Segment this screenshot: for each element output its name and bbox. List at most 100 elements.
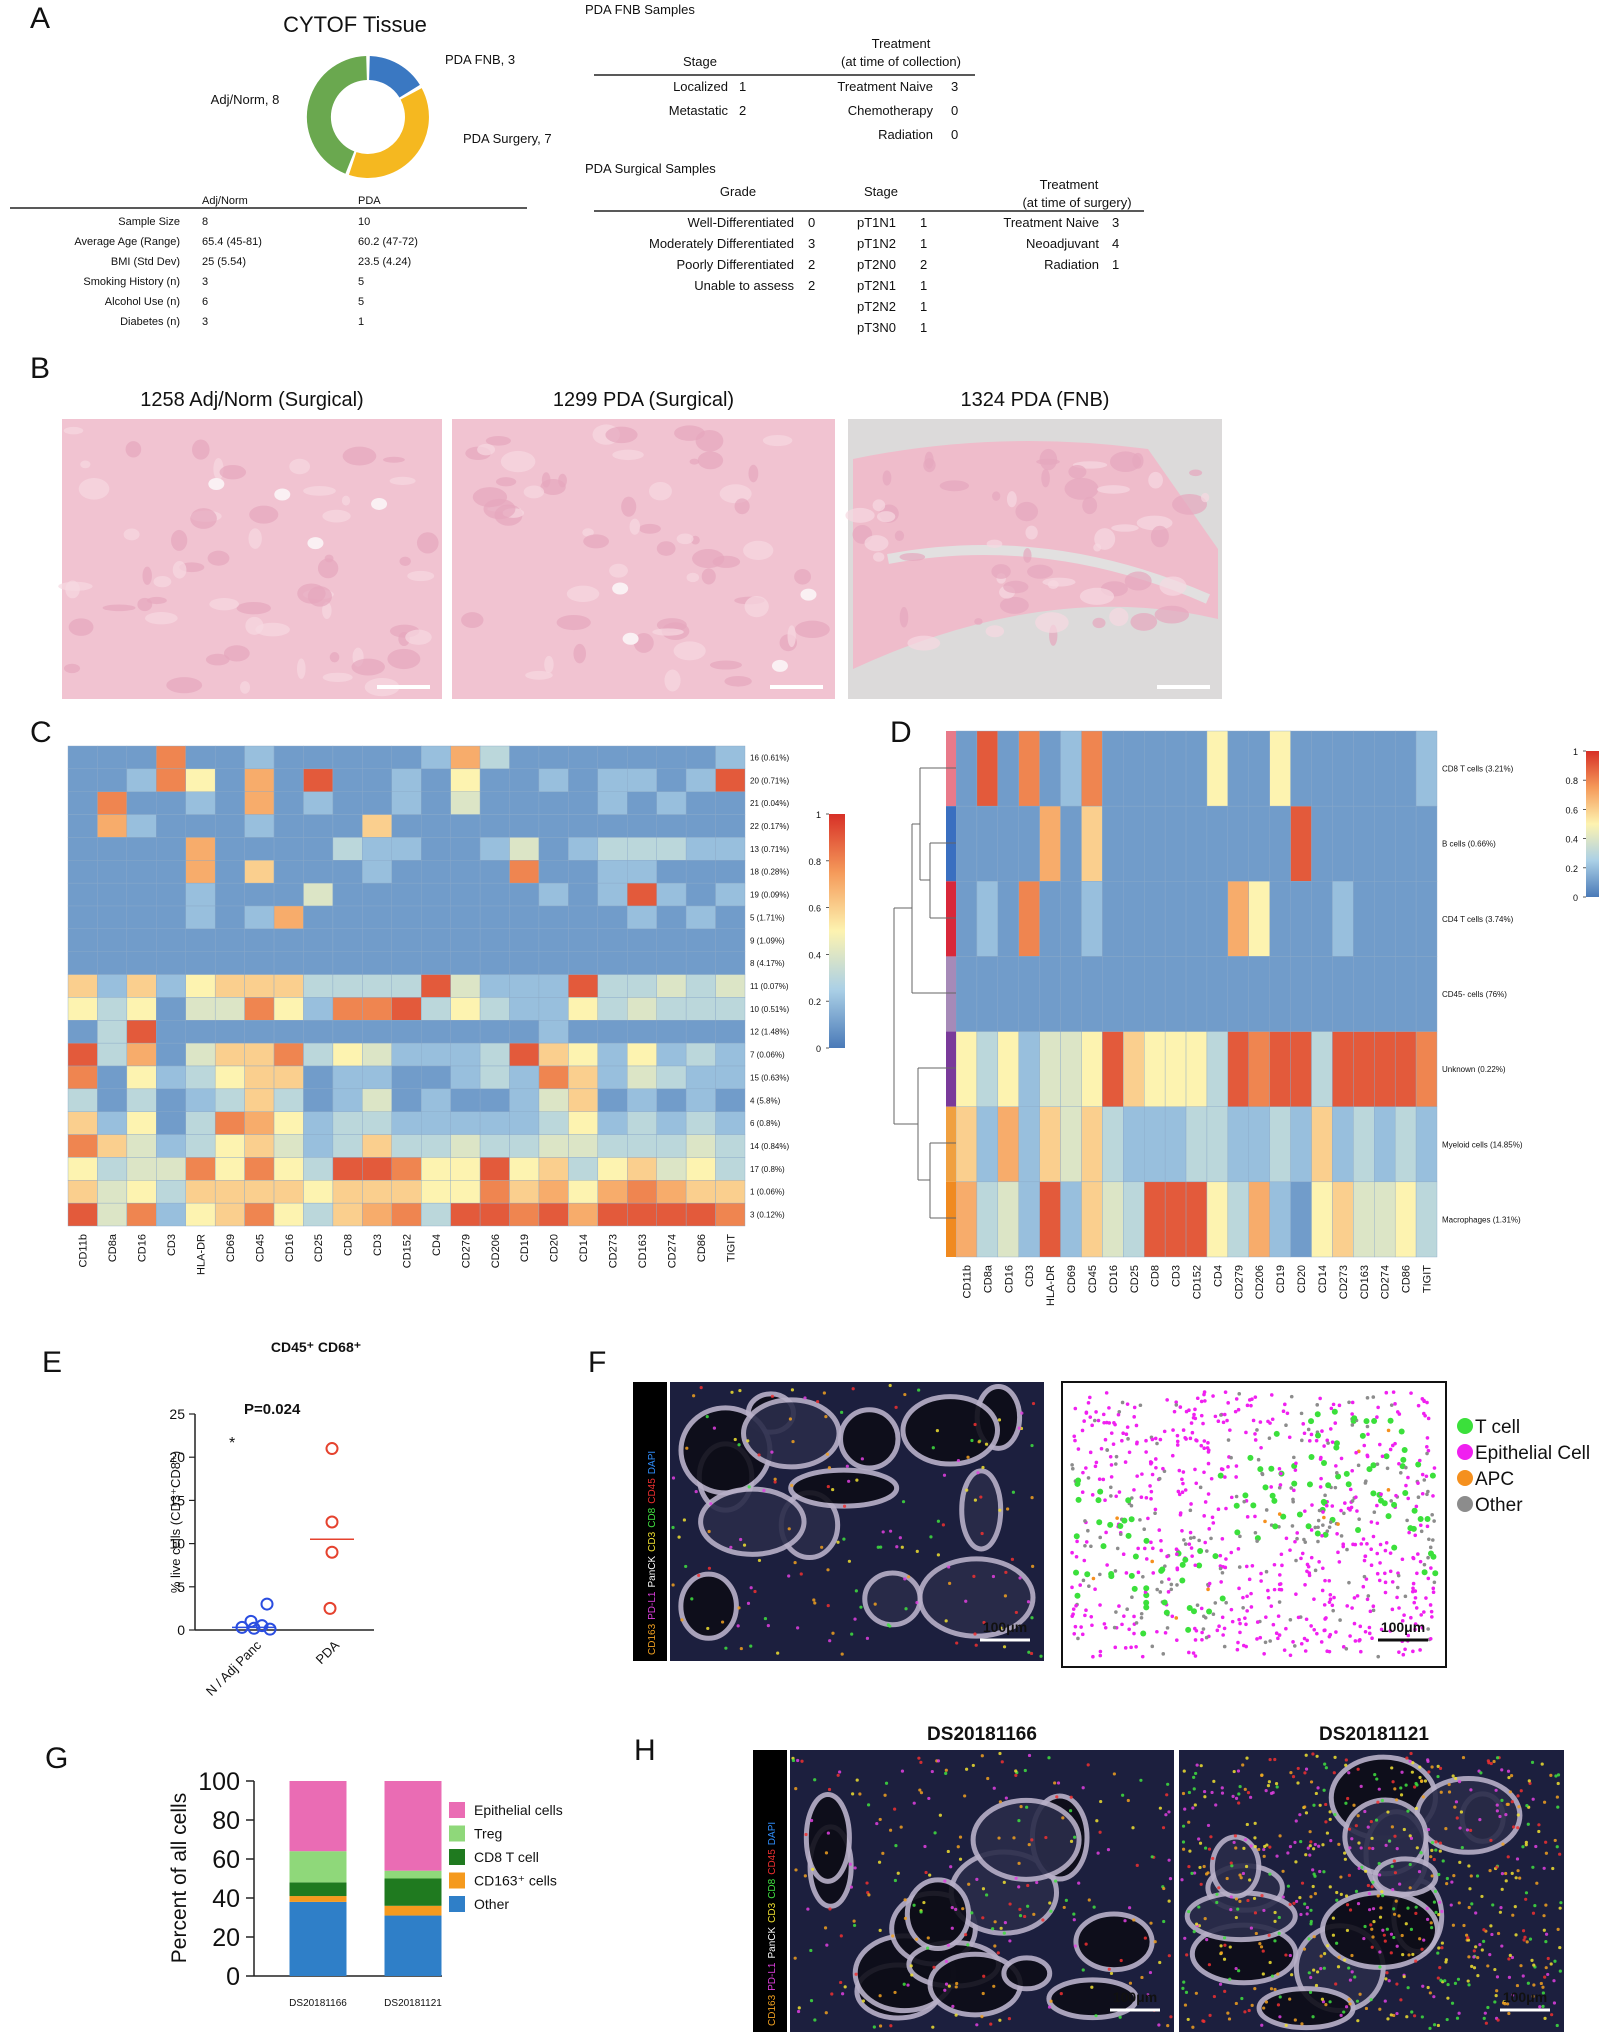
gland: [1046, 1977, 1139, 2021]
cell-dot: [1383, 1571, 1387, 1576]
cell-dot: [1280, 1563, 1284, 1568]
cell-dot: [1345, 1547, 1349, 1552]
cell-dot: [1079, 1625, 1083, 1629]
cell-dot: [895, 1545, 899, 1549]
cell-dot: [1149, 1460, 1154, 1465]
cell-dot: [1193, 1654, 1198, 1658]
cell-dot: [1163, 1631, 1168, 1635]
cell-dot: [1155, 1629, 1159, 1634]
cell-dot: [1107, 1521, 1114, 1528]
heatmap-cell: [568, 1111, 599, 1135]
cell-dot: [1041, 1918, 1045, 1922]
column-label: CD273: [608, 1234, 620, 1268]
heatmap-cell: [997, 881, 1019, 957]
cell-dot: [1281, 1409, 1286, 1413]
heatmap-cell: [450, 905, 481, 930]
heatmap-cell: [1269, 730, 1291, 807]
cell-dot: [842, 1504, 847, 1508]
cell-dot: [1546, 1972, 1550, 1977]
cell-dot: [1492, 1759, 1496, 1764]
cell-dot: [831, 1631, 835, 1635]
row-annotation: [946, 956, 956, 1032]
cell-dot: [1371, 1846, 1375, 1851]
cell-dot: [1014, 1876, 1018, 1880]
cell-dot: [1389, 1403, 1394, 1407]
cell-dot: [1371, 1395, 1376, 1399]
cell-dot: [1322, 1966, 1326, 1970]
cell-dot: [1115, 1516, 1119, 1520]
row-label: 6 (0.8%): [750, 1119, 781, 1128]
cell-dot: [1018, 1576, 1022, 1580]
cell-dot: [1072, 1631, 1077, 1636]
heatmap-cell: [244, 1065, 275, 1090]
heatmap-cell: [332, 1180, 363, 1204]
cell-dot: [1328, 1817, 1332, 1821]
cell-dot: [1424, 1474, 1429, 1479]
row-annotation: [946, 1106, 956, 1182]
heatmap-cell: [1018, 1106, 1040, 1183]
cell-dot: [1293, 2018, 1297, 2022]
cell-dot: [1528, 1781, 1532, 1786]
cell-dot: [1113, 1645, 1118, 1650]
cell-dot: [1223, 1475, 1227, 1479]
tissue-texture: [405, 629, 432, 645]
cell-dot: [1333, 1440, 1340, 1447]
cell-dot: [1208, 2013, 1212, 2017]
heatmap-cell: [126, 997, 157, 1021]
histology-image: [452, 419, 835, 699]
tissue-texture: [1132, 452, 1144, 469]
cell-dot: [1391, 1544, 1398, 1551]
cell-dot: [1309, 1528, 1314, 1532]
cell-dot: [1174, 1638, 1179, 1642]
heatmap-cell: [538, 791, 569, 815]
y-tick-label: 20: [169, 1449, 185, 1465]
tissue-texture: [351, 658, 385, 676]
cell-dot: [1162, 1919, 1166, 1924]
heatmap-cell: [273, 1020, 304, 1044]
cell-dot: [1365, 1597, 1370, 1602]
cell-dot: [1206, 1441, 1210, 1445]
cell-dot: [1422, 1562, 1427, 1567]
cell-dot: [1267, 1933, 1271, 1937]
heatmap-cell: [1206, 1181, 1229, 1258]
cell-dot: [1416, 1481, 1420, 1485]
cell-dot: [899, 1825, 903, 1829]
cell-dot: [981, 1991, 985, 1996]
channel-name: CD163: [767, 1994, 778, 2026]
heatmap-cell: [1123, 956, 1145, 1032]
table-cell: 1: [920, 320, 927, 335]
cell-dot: [1266, 1784, 1271, 1788]
cell-dot: [1229, 1455, 1233, 1460]
heatmap-cell: [391, 928, 422, 952]
cell-dot: [796, 1758, 800, 1763]
cell-dot: [1114, 1494, 1118, 1499]
cell-dot: [1014, 1769, 1018, 1773]
tissue-texture: [1136, 515, 1173, 531]
cell-dot: [876, 1545, 880, 1549]
colorbar-tick-label: 0: [1573, 893, 1578, 903]
table-cell: Chemotherapy: [848, 103, 934, 118]
cell-dot: [971, 1763, 975, 1768]
heatmap-cell: [97, 1180, 128, 1204]
cell-dot: [763, 1616, 768, 1621]
cell-dot: [1203, 1846, 1208, 1850]
cell-dot: [858, 1792, 862, 1796]
cell-dot: [1039, 1654, 1043, 1658]
cell-dot: [973, 1422, 977, 1427]
cell-dot: [1433, 1889, 1438, 1893]
cell-dot: [1075, 1496, 1082, 1503]
cell-dot: [1454, 1800, 1459, 1804]
heatmap-cell: [214, 928, 245, 952]
cell-dot: [1158, 1590, 1163, 1594]
cell-dot: [1296, 1781, 1300, 1785]
cell-dot: [1413, 1596, 1418, 1600]
cell-dot: [1311, 1868, 1315, 1872]
cell-dot: [1422, 1938, 1426, 1942]
cell-dot: [1453, 1981, 1458, 1985]
cell-dot: [1081, 1786, 1085, 1790]
cell-dot: [1401, 1652, 1406, 1657]
cell-dot: [1404, 1783, 1408, 1787]
cell-dot: [1393, 1402, 1397, 1406]
tissue-texture: [1124, 571, 1152, 591]
cell-dot: [1331, 1608, 1335, 1613]
